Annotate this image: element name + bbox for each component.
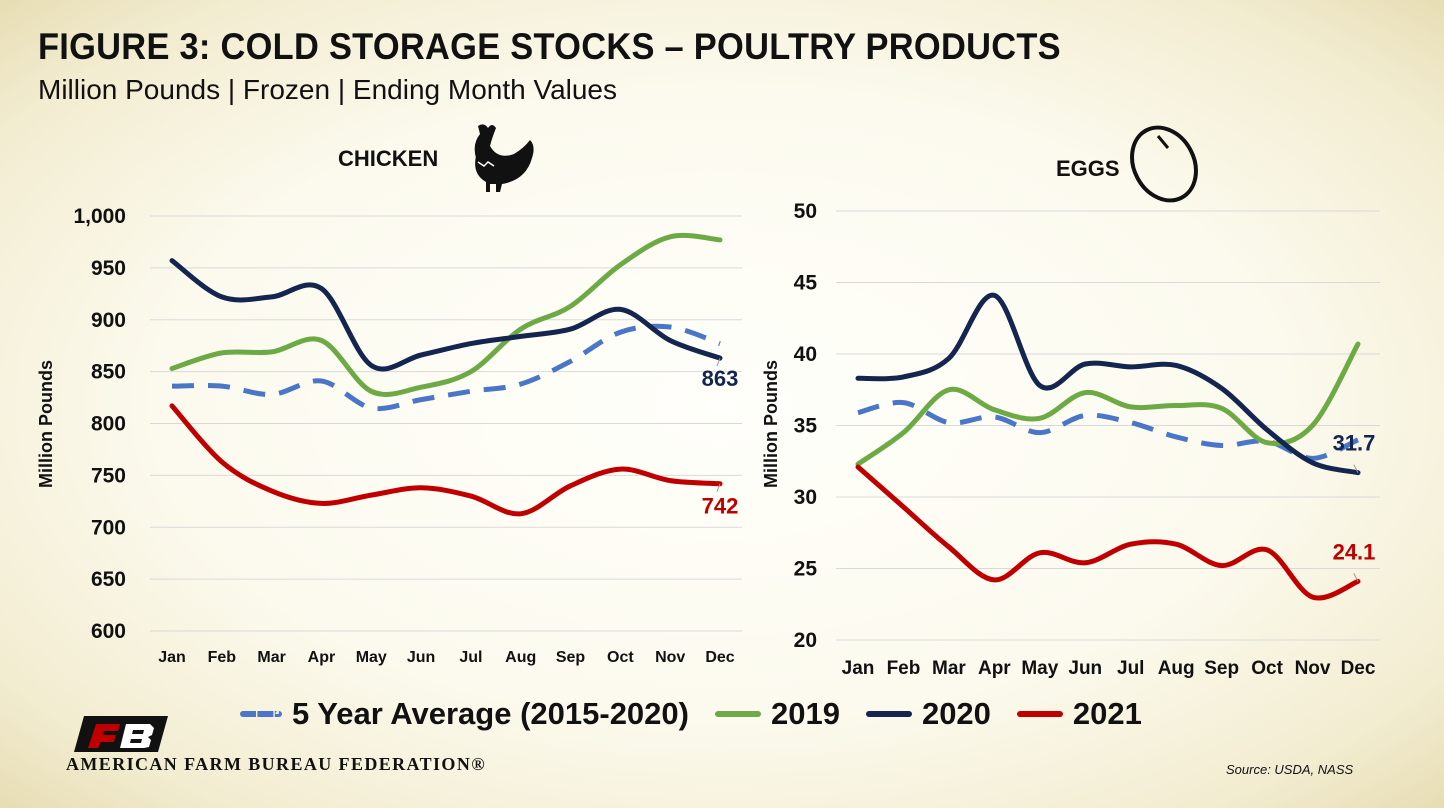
- x-tick-label: Jul: [459, 649, 482, 666]
- x-tick-label: Sep: [556, 649, 586, 666]
- legend-item: 2021: [1016, 696, 1142, 732]
- data-label-2021: 742: [702, 494, 739, 519]
- x-tick-label: Jan: [158, 649, 186, 666]
- x-tick-label: Apr: [978, 658, 1011, 679]
- series-line-five-year-average: [171, 323, 721, 412]
- legend-label: 2021: [1072, 696, 1142, 731]
- y-tick-label: 1,000: [73, 205, 126, 228]
- data-label-2021: 24.1: [1333, 539, 1376, 564]
- x-tick-label: Mar: [257, 649, 285, 666]
- x-tick-label: Dec: [1341, 658, 1376, 679]
- x-tick-label: Nov: [655, 649, 685, 666]
- data-label-2020: 863: [702, 366, 739, 391]
- series-line-2021: [169, 403, 723, 517]
- legend-label: 5 Year Average (2015-2020): [292, 696, 689, 731]
- x-tick-label: Jun: [1068, 658, 1102, 679]
- y-tick-label: 650: [91, 568, 126, 591]
- y-tick-label: 900: [91, 309, 126, 332]
- y-tick-label: 950: [91, 257, 126, 280]
- x-tick-label: Nov: [1295, 658, 1331, 679]
- legend-item: 2020: [865, 696, 991, 732]
- legend-label: 2019: [770, 696, 840, 731]
- chart-panel-chicken: 600 650 700 750 800 850 900 950 1,000 Jan Feb Mar Ap…: [36, 124, 742, 666]
- legend-item: 2019: [714, 696, 840, 732]
- figure-title: FIGURE 3: COLD STORAGE STOCKS – POULTRY …: [38, 26, 1061, 67]
- x-tick-label: Jun: [407, 649, 435, 666]
- data-label-leader: [1353, 573, 1359, 582]
- data-label-leader: [716, 483, 721, 492]
- y-tick-label: 45: [794, 272, 818, 295]
- org-name: AMERICAN FARM BUREAU FEDERATION®: [66, 754, 487, 774]
- y-tick-label: 35: [794, 415, 818, 438]
- series-line-2021: [855, 464, 1361, 601]
- series-line-five-year-average: [857, 400, 1360, 461]
- legend-label: 2020: [921, 696, 991, 731]
- data-label-leader: [716, 357, 721, 367]
- y-axis-title: Million Pounds: [761, 360, 781, 488]
- x-tick-label: Apr: [308, 649, 336, 666]
- series-line-2020: [169, 258, 723, 372]
- y-tick-label: 700: [91, 516, 126, 539]
- x-tick-label: Dec: [705, 649, 734, 666]
- data-label-2020: 31.7: [1333, 431, 1376, 456]
- series-line-2019: [169, 232, 723, 397]
- x-tick-label: Aug: [505, 649, 536, 666]
- chart-panel-eggs: 20 25 30 35 40 45 50 Jan Feb Mar Apr May Jun Jul Aug Se…: [761, 125, 1380, 679]
- panel-title: EGGS: [1056, 156, 1120, 181]
- legend-swatch: [240, 711, 282, 717]
- x-tick-label: May: [356, 649, 387, 666]
- panel-title: CHICKEN: [338, 146, 438, 171]
- y-tick-label: 40: [794, 343, 817, 366]
- x-tick-label: Oct: [607, 649, 634, 666]
- y-tick-label: 850: [91, 361, 126, 384]
- fb-logo: [70, 714, 170, 759]
- chart-legend: 5 Year Average (2015-2020) 2019 2020 2021: [240, 692, 1168, 736]
- legend-swatch: [865, 711, 912, 717]
- y-tick-label: 800: [91, 413, 126, 436]
- x-tick-label: Mar: [932, 658, 966, 679]
- data-label-leader: [1353, 464, 1359, 473]
- x-tick-label: Sep: [1204, 658, 1239, 679]
- series-line-2019: [855, 341, 1361, 467]
- y-tick-label: 30: [794, 486, 817, 509]
- legend-swatch: [1016, 711, 1063, 717]
- legend-swatch: [714, 711, 761, 717]
- source-note: Source: USDA, NASS: [1226, 762, 1354, 777]
- x-tick-label: May: [1021, 658, 1058, 679]
- series-line-2020: [855, 292, 1361, 476]
- chicken-icon: [474, 124, 534, 192]
- figure-subtitle: Million Pounds | Frozen | Ending Month V…: [38, 74, 618, 105]
- x-tick-label: Aug: [1158, 658, 1195, 679]
- x-tick-label: Jan: [842, 658, 875, 679]
- x-tick-label: Jul: [1117, 658, 1144, 679]
- y-tick-label: 50: [794, 200, 817, 223]
- x-tick-label: Feb: [208, 649, 237, 666]
- x-tick-label: Oct: [1251, 658, 1283, 679]
- egg-icon: [1130, 125, 1198, 203]
- x-tick-label: Feb: [887, 658, 921, 679]
- y-tick-label: 600: [91, 620, 126, 643]
- y-tick-label: 750: [91, 464, 126, 487]
- y-tick-label: 25: [794, 558, 818, 581]
- legend-item: 5 Year Average (2015-2020): [240, 696, 689, 732]
- y-tick-label: 20: [794, 629, 817, 652]
- y-axis-title: Million Pounds: [36, 360, 56, 488]
